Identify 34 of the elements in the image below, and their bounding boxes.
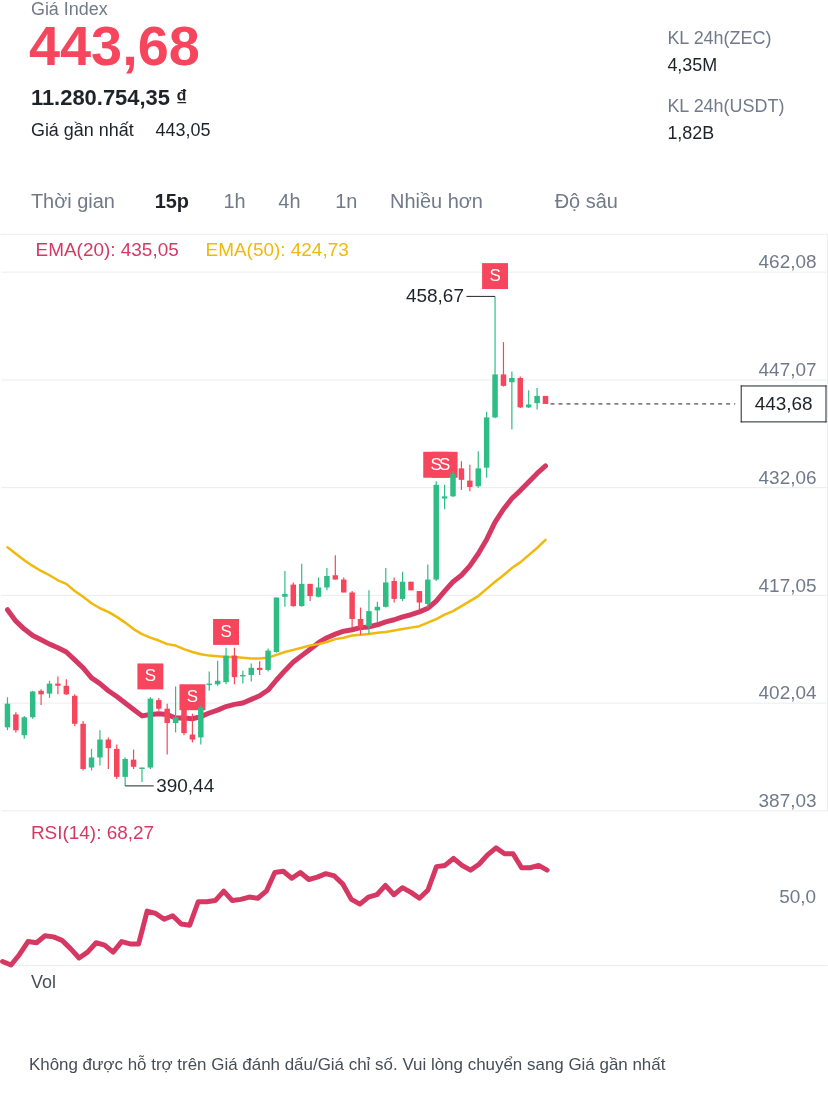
text: 4,35M [667, 55, 718, 76]
annotation: 458,67 [406, 285, 464, 307]
data-label: S [430, 454, 442, 474]
text: 1,82B [667, 122, 715, 143]
text: 4h [278, 189, 301, 212]
ref-line-label: 443,68 [754, 392, 813, 414]
data-label: S [489, 266, 501, 286]
text: Độ sâu [554, 189, 618, 212]
text: RSI(14): 68,27 [30, 822, 155, 844]
data-label: S [220, 621, 232, 641]
text: Nhiều hơn [390, 189, 483, 212]
text: 11.280.754,35 ₫ [30, 85, 188, 111]
text: Vol [30, 971, 56, 992]
data-label: S [186, 687, 199, 707]
annotation: 390,44 [156, 774, 215, 796]
text: Thời gian [30, 189, 115, 212]
text: Giá gần nhất [30, 120, 134, 140]
text: 1h [223, 189, 246, 212]
y-tick-label: 417,05 [758, 574, 817, 596]
text: 15p [154, 189, 189, 212]
text: KL 24h(USDT) [667, 96, 785, 117]
y-tick-label: 402,04 [758, 682, 817, 704]
text: 1n [335, 189, 358, 212]
y-tick-label: 447,07 [758, 359, 817, 381]
text: EMA(20): 435,05 [35, 238, 179, 260]
text: 443,05 [155, 120, 211, 140]
text: EMA(50): 424,73 [205, 238, 349, 260]
text: KL 24h(ZEC) [667, 28, 772, 49]
y-tick-label: 387,03 [758, 789, 817, 811]
y-tick-label: 462,08 [758, 251, 817, 273]
data-label: S [144, 666, 157, 686]
text: Không được hỗ trợ trên Giá đánh dấu/Giá chỉ số. Vui lòng chuyển sang Giá gần nhất [28, 1054, 666, 1074]
y-tick-label: 432,06 [758, 466, 817, 488]
text: 50,0 [779, 886, 817, 908]
